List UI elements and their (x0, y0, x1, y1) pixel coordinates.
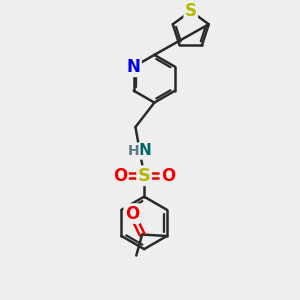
Text: O: O (113, 167, 127, 185)
Text: O: O (161, 167, 175, 185)
Text: H: H (128, 144, 139, 158)
Text: O: O (125, 205, 139, 223)
Text: N: N (127, 58, 141, 76)
Text: S: S (185, 2, 197, 20)
Text: S: S (138, 167, 151, 185)
Text: N: N (139, 143, 152, 158)
